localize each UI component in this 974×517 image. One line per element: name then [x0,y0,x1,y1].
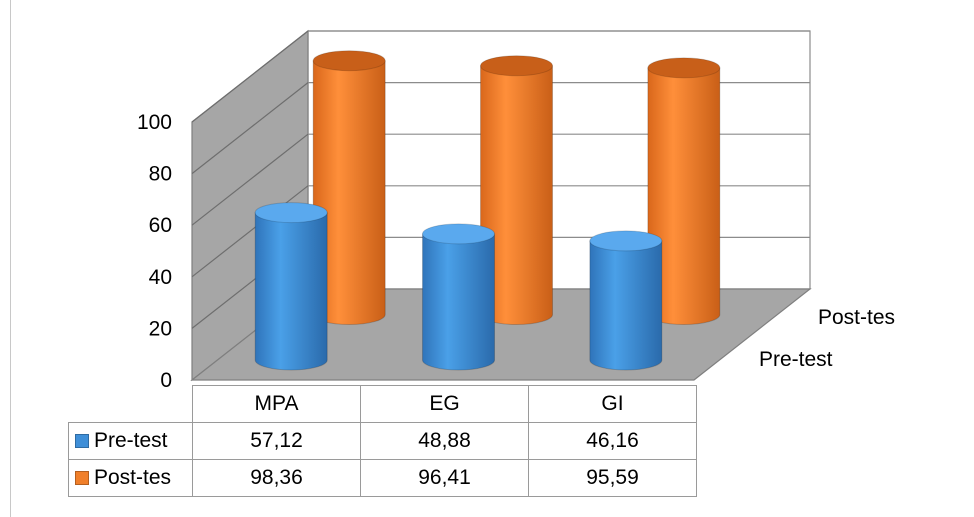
bar-body [422,233,496,371]
series-legend-post-test: Post-tes [68,459,193,497]
bar-top [480,55,554,77]
series-depth-label: Pre-test [759,348,833,371]
y-tick-label: 40 [149,266,172,289]
y-axis-ticks: 0 20 40 60 80 100 [137,111,172,392]
legend-swatch [75,471,89,485]
series-depth-label: Post-tes [818,306,895,329]
data-table-row-pre-test: Pre-test 57,12 48,88 46,16 [68,422,697,460]
bar-top [647,57,721,79]
series-legend-pre-test: Pre-test [68,422,193,460]
data-cell: 46,16 [528,422,697,460]
legend-swatch [75,434,89,448]
data-table-header-row: MPA EG GI [68,385,697,423]
y-tick-label: 60 [149,214,172,237]
bar-top [312,50,386,72]
y-tick-label: 100 [137,111,172,134]
y-tick-label: 20 [149,317,172,340]
gridline-side [191,30,309,123]
data-cell: 95,59 [528,459,697,497]
category-header: MPA [192,385,361,423]
gridline-side [191,133,309,226]
data-cell: 96,41 [360,459,529,497]
bar-series [254,50,721,371]
bar-body [254,212,328,371]
data-cell: 57,12 [192,422,361,460]
data-cell: 98,36 [192,459,361,497]
bar-cylinder [589,230,663,371]
y-tick-label: 80 [149,163,172,186]
data-table: MPA EG GI Pre-test 57,12 48,88 46,16 Pos… [68,385,697,497]
category-header: GI [528,385,697,423]
data-cell: 48,88 [360,422,529,460]
bar-top [254,202,328,224]
data-table-row-post-test: Post-tes 98,36 96,41 95,59 [68,459,697,497]
category-header: EG [360,385,529,423]
bar-top [589,230,663,252]
data-table-corner [68,385,193,423]
gridline-side [191,185,309,278]
gridline-side [191,82,309,175]
bar-cylinder [422,223,496,371]
bar-cylinder [647,57,721,325]
series-depth-labels: Pre-test Post-tes [759,306,895,371]
bar-body [589,240,663,371]
left-border-line [10,0,11,517]
bar-top [422,223,496,245]
series-name: Post-tes [94,466,172,489]
bar-cylinder [312,50,386,325]
bar-cylinder [254,202,328,371]
y-tick-label: 0 [160,369,172,392]
series-name: Pre-test [94,429,168,452]
